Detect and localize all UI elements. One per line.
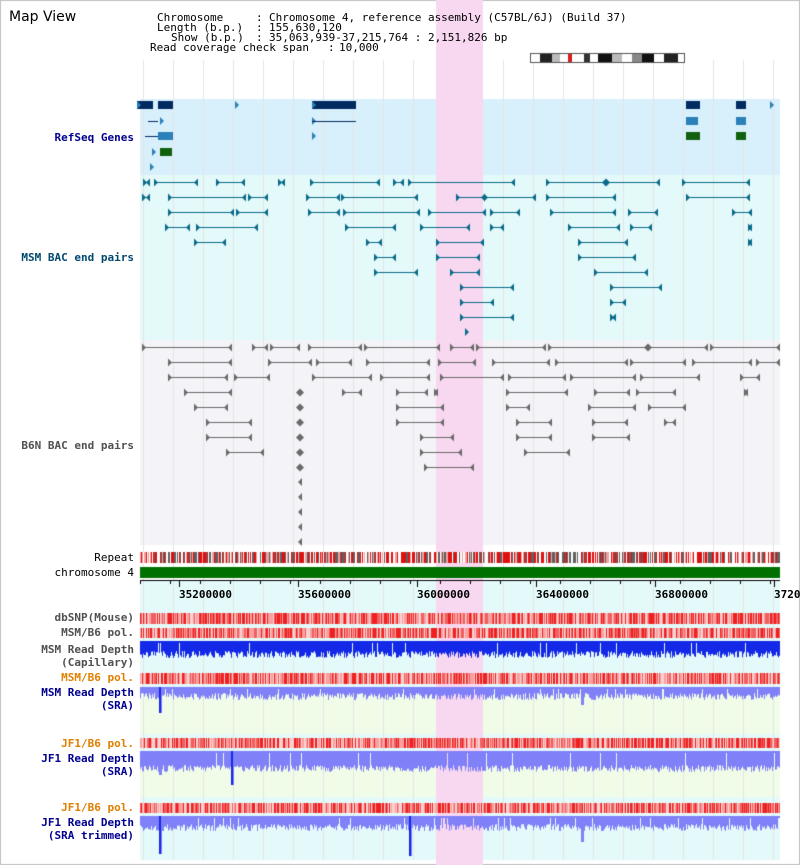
track-label-jf1-depth-1: JF1 Read Depth <box>41 752 134 765</box>
track-label-b6n-bac: B6N BAC end pairs <box>21 439 134 452</box>
axis-tick-3: 36000000 <box>417 588 470 601</box>
sep4: : <box>328 41 335 54</box>
sep2: : <box>256 21 263 34</box>
show-label: Show (b.p.) <box>171 31 244 44</box>
coverage-value: 10,000 <box>339 41 379 54</box>
track-label-msm-pol-2: MSM/B6 pol. <box>61 671 134 684</box>
coverage-label: Read coverage check span <box>150 41 309 54</box>
page-title: Map View <box>9 9 77 25</box>
track-label-jf1-trim-1: JF1 Read Depth <box>41 816 134 829</box>
track-label-jf1-pol-1: JF1/B6 pol. <box>61 737 134 750</box>
chromosome-label: Chromosome <box>157 11 224 24</box>
axis-tick-6: 3720 <box>774 588 800 601</box>
axis-tick-2: 35600000 <box>298 588 351 601</box>
track-label-chromosome: chromosome 4 <box>54 566 134 579</box>
axis-tick-1: 35200000 <box>179 588 232 601</box>
length-label: Length (b.p.) <box>157 21 244 34</box>
track-label-msm-pol-1: MSM/B6 pol. <box>61 626 134 639</box>
axis-tick-4: 36400000 <box>536 588 589 601</box>
track-label-msm-depth-sra-2: (SRA) <box>100 699 134 712</box>
track-label-repeat: Repeat <box>94 551 134 564</box>
track-label-jf1-pol-2: JF1/B6 pol. <box>61 801 134 814</box>
track-label-dbsnp: dbSNP(Mouse) <box>54 611 134 624</box>
track-label-jf1-depth-2: (SRA) <box>100 765 134 778</box>
axis-tick-5: 36800000 <box>655 588 708 601</box>
track-label-msm-depth-sra-1: MSM Read Depth <box>41 686 134 699</box>
sep3: : <box>256 31 263 44</box>
track-label-jf1-trim-2: (SRA trimmed) <box>47 829 134 842</box>
sep1: : <box>256 11 263 24</box>
length-value: 155,630,120 <box>269 21 342 34</box>
track-label-msm-bac: MSM BAC end pairs <box>21 251 134 264</box>
chromosome-value: Chromosome 4, reference assembly (C57BL/… <box>269 11 627 24</box>
show-value: 35,063,939-37,215,764 : 2,151,826 bp <box>269 31 508 44</box>
track-label-msm-depth-cap-1: MSM Read Depth <box>41 643 134 656</box>
track-label-msm-depth-cap-2: (Capillary) <box>61 656 134 669</box>
track-label-refseq: RefSeq Genes <box>54 131 134 144</box>
